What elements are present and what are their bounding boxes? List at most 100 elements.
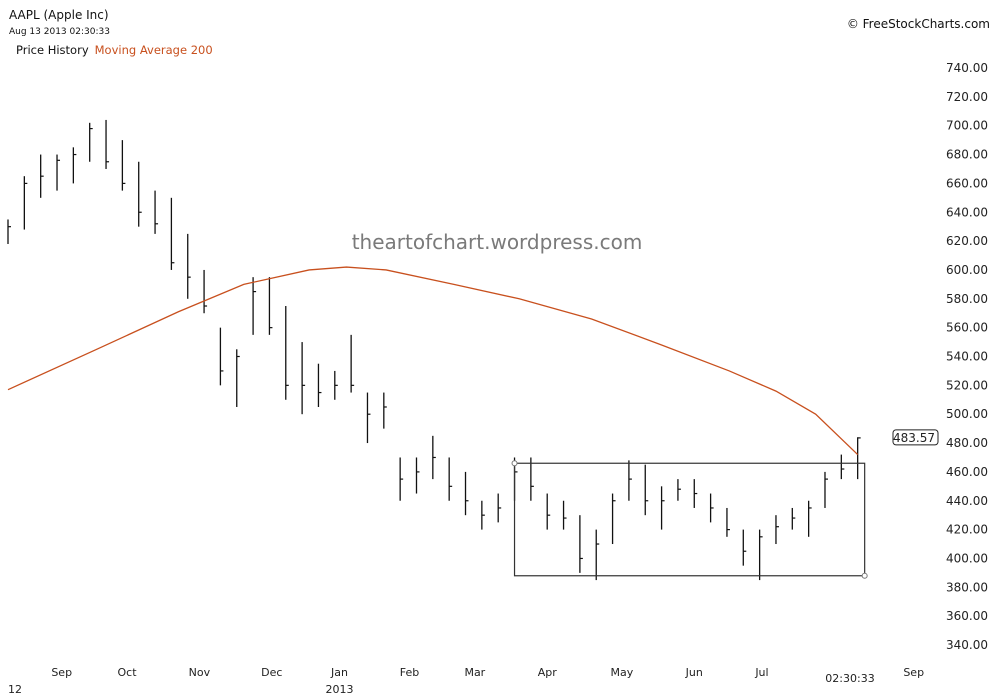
y-tick-label: 480.00 — [946, 436, 988, 450]
price-bar — [366, 392, 371, 444]
y-tick-label: 360.00 — [946, 609, 988, 623]
legend-moving-average[interactable]: Moving Average 200 — [94, 43, 213, 57]
watermark: theartofchart.wordpress.com — [352, 230, 643, 254]
y-tick-label: 540.00 — [946, 350, 988, 364]
price-bar — [758, 529, 763, 581]
price-bar — [481, 500, 485, 530]
legend-price-history[interactable]: Price History — [16, 43, 89, 57]
x-tick-label: Dec — [261, 666, 282, 679]
price-bar — [219, 327, 224, 386]
price-bar — [203, 269, 208, 314]
price-bar — [350, 334, 355, 393]
price-bar — [595, 529, 600, 581]
price-bar — [7, 219, 11, 244]
x-tick-label: Jun — [685, 666, 703, 679]
legend: Price History Moving Average 200 — [16, 43, 213, 57]
y-tick-label: 680.00 — [946, 148, 988, 162]
price-bar — [464, 471, 469, 516]
price-bar — [138, 161, 142, 227]
price-bar — [807, 500, 812, 537]
price-bar — [268, 277, 273, 335]
price-bar — [154, 190, 159, 234]
y-tick-label: 440.00 — [946, 494, 988, 508]
y-tick-label: 720.00 — [946, 90, 988, 104]
price-bar — [579, 515, 583, 573]
price-bar — [791, 507, 796, 530]
last-price-box — [892, 429, 939, 446]
y-tick-label: 460.00 — [946, 465, 988, 479]
y-tick-label: 520.00 — [946, 378, 988, 392]
price-bars — [7, 119, 861, 581]
y-tick-label: 620.00 — [946, 234, 988, 248]
price-bar — [611, 493, 616, 545]
price-bar — [660, 486, 665, 530]
price-bar — [824, 471, 828, 508]
x-time-label: 02:30:33 — [825, 672, 874, 685]
x-year-label: 12 — [8, 683, 22, 696]
x-tick-label: Sep — [51, 666, 72, 679]
price-bar — [840, 454, 845, 480]
x-tick-label: May — [611, 666, 634, 679]
chart-title: AAPL (Apple Inc) — [9, 8, 109, 22]
price-bar — [448, 457, 453, 501]
price-bar — [693, 479, 698, 508]
y-tick-label: 400.00 — [946, 551, 988, 565]
price-bar — [628, 460, 632, 501]
x-tick-label: Apr — [538, 666, 558, 679]
price-bar — [236, 349, 240, 407]
price-bar — [317, 363, 322, 407]
chart-timestamp: Aug 13 2013 02:30:33 — [9, 27, 110, 37]
price-bar — [23, 176, 28, 230]
time-axis: Sep Oct Nov Dec Jan Feb Mar Apr May Jun Jul Sep 12 20… — [8, 666, 924, 696]
range-rectangle — [513, 462, 866, 577]
x-tick-label: Sep — [903, 666, 924, 679]
rectangle-handle — [511, 460, 518, 467]
price-bar — [857, 437, 861, 480]
price-bar — [105, 119, 110, 169]
rectangle-handle — [861, 572, 868, 579]
price-axis: 340.00 360.00 380.00 400.00 420.00 440.00 460.… — [892, 61, 988, 652]
y-tick-label: 380.00 — [946, 580, 988, 594]
y-tick-label: 340.00 — [946, 638, 988, 652]
price-bar — [383, 392, 387, 429]
price-bar — [170, 197, 175, 270]
price-bar — [121, 140, 126, 191]
x-tick-label: Nov — [189, 666, 211, 679]
y-tick-label: 700.00 — [946, 119, 988, 133]
x-tick-label: Oct — [118, 666, 138, 679]
price-bar — [546, 493, 551, 530]
price-bar — [187, 233, 191, 299]
price-bar — [432, 435, 436, 480]
price-bar — [89, 122, 93, 162]
price-bar — [285, 306, 289, 400]
price-bar — [72, 147, 77, 184]
last-price-label: 483.57 — [893, 431, 935, 445]
price-bar — [775, 515, 779, 545]
x-year-label: 2013 — [325, 683, 353, 696]
y-tick-label: 640.00 — [946, 205, 988, 219]
price-bar — [742, 529, 747, 566]
price-bar — [497, 493, 502, 523]
x-tick-label: Jul — [754, 666, 768, 679]
copyright-link[interactable]: © FreeStockCharts.com — [846, 17, 990, 31]
price-bar — [562, 500, 567, 530]
y-tick-label: 740.00 — [946, 61, 988, 75]
moving-average-line — [7, 266, 859, 456]
price-bar — [301, 342, 306, 415]
price-bar — [726, 507, 730, 537]
price-bar — [415, 457, 420, 494]
x-tick-label: Jan — [330, 666, 348, 679]
x-tick-label: Mar — [464, 666, 485, 679]
price-bar — [399, 457, 404, 501]
y-tick-label: 600.00 — [946, 263, 988, 277]
price-bar — [644, 464, 649, 516]
price-bar — [709, 493, 714, 523]
price-bar — [252, 277, 257, 335]
price-bar — [530, 457, 534, 501]
y-tick-label: 560.00 — [946, 321, 988, 335]
y-tick-label: 500.00 — [946, 407, 988, 421]
price-bar — [40, 154, 44, 198]
x-tick-label: Feb — [400, 666, 419, 679]
y-tick-label: 580.00 — [946, 292, 988, 306]
